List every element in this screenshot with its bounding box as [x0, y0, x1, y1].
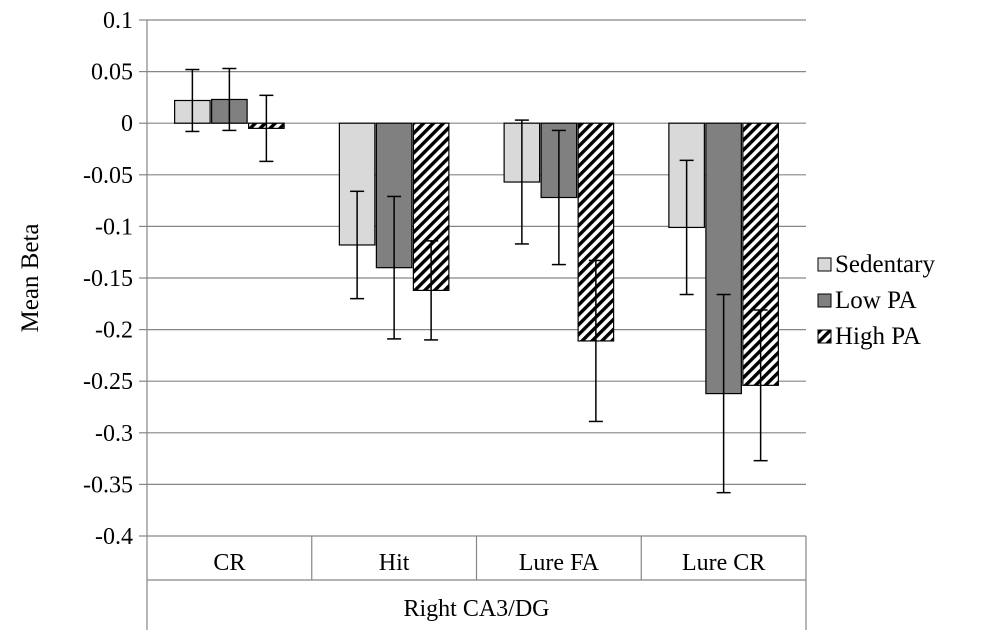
legend-swatch	[817, 257, 832, 272]
bars	[174, 98, 779, 395]
y-tick-label: 0.05	[91, 60, 133, 86]
x-category-label: CR	[213, 550, 245, 576]
x-category-label: Lure FA	[519, 550, 600, 576]
legend: Sedentary Low PA High PA	[817, 251, 935, 350]
y-axis-title: Mean Beta	[17, 224, 44, 333]
y-tick-label: -0.2	[95, 318, 133, 344]
y-tick-label: -0.25	[83, 369, 133, 395]
x-group-label: Right CA3/DG	[403, 596, 549, 622]
x-category-labels: CR Hit Lure FA Lure CR	[213, 550, 765, 576]
axes	[139, 19, 807, 630]
y-tick-label: 0	[121, 111, 133, 137]
y-tick-label: -0.15	[83, 266, 133, 292]
y-tick-label: -0.1	[95, 214, 133, 240]
y-tick-label: -0.05	[83, 163, 133, 189]
y-tick-label: 0.1	[103, 8, 133, 34]
error-bars	[185, 67, 768, 494]
y-tick-label: -0.3	[95, 421, 133, 447]
x-category-label: Hit	[379, 550, 410, 576]
legend-label: High PA	[835, 323, 921, 350]
y-tick-label: -0.4	[95, 524, 133, 550]
x-category-label: Lure CR	[682, 550, 765, 576]
legend-label: Low PA	[835, 287, 917, 314]
y-tick-labels: 0.1 0.05 0 -0.05 -0.1 -0.15 -0.2 -0.25 -0.3 -0.35…	[83, 8, 133, 550]
y-tick-label: -0.35	[83, 472, 133, 498]
legend-swatch	[817, 329, 832, 344]
legend-label: Sedentary	[835, 251, 935, 278]
legend-swatch	[817, 293, 832, 308]
